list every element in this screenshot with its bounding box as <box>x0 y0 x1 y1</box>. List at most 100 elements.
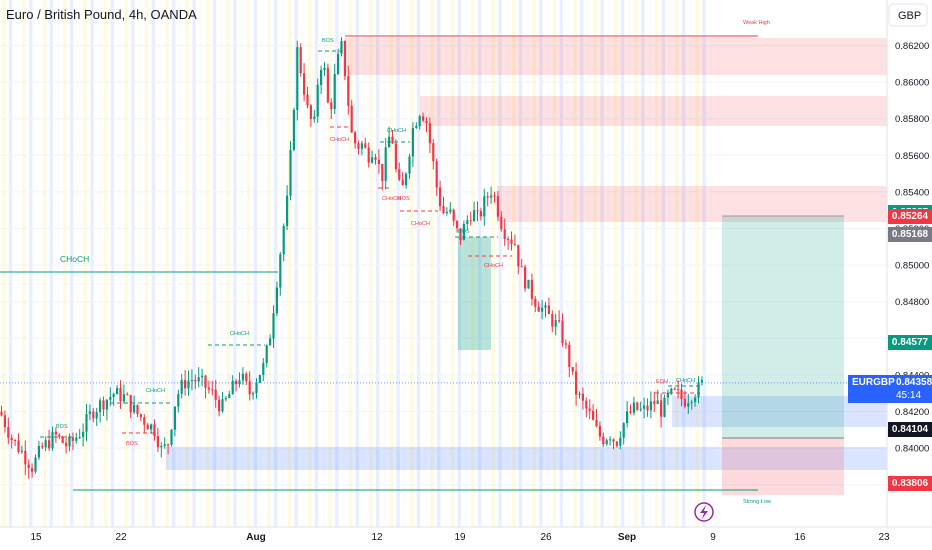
session-stripe <box>280 0 285 527</box>
candle-down <box>10 434 13 449</box>
session-stripe <box>49 0 53 527</box>
candle-down <box>660 393 663 428</box>
candle-down <box>126 392 129 396</box>
candle-down <box>343 40 346 81</box>
annotation-label: CHoCH <box>484 263 503 269</box>
session-stripe <box>627 0 631 527</box>
session-stripe <box>600 0 604 527</box>
candle-up <box>649 391 652 419</box>
currency-button[interactable]: GBP <box>898 10 922 22</box>
candle-down <box>377 149 380 174</box>
lightning-icon-bolt <box>700 505 708 519</box>
candle-down <box>71 432 74 451</box>
candle-up <box>262 358 265 382</box>
x-tick-label: 12 <box>371 532 383 543</box>
x-tick-label: Aug <box>246 532 265 543</box>
candle-down <box>537 301 540 313</box>
candle-down <box>507 236 510 250</box>
candle-up <box>82 423 85 447</box>
session-stripes <box>2 0 713 527</box>
candle-down <box>143 414 146 434</box>
candle-body <box>354 132 357 144</box>
session-stripe <box>124 0 128 527</box>
candle-body <box>238 380 241 385</box>
candle-body <box>592 410 595 420</box>
session-stripe <box>648 0 652 527</box>
candle-down <box>357 140 360 155</box>
candle-down <box>585 397 588 418</box>
session-stripe <box>437 0 441 527</box>
candle-down <box>398 162 401 182</box>
candle-body <box>187 380 190 389</box>
candle-up <box>265 344 268 368</box>
session-stripe <box>342 0 346 527</box>
annotation-label: BOS <box>322 38 334 44</box>
candle-body <box>153 424 156 437</box>
candle-up <box>241 367 244 385</box>
candle-body <box>211 389 214 391</box>
session-stripe <box>682 0 686 527</box>
session-stripe <box>559 0 563 527</box>
candle-body <box>343 40 346 77</box>
candle-up <box>697 376 700 404</box>
candle-down <box>65 435 68 454</box>
price-label-tag: 0.84104 <box>888 421 932 437</box>
candle-up <box>150 423 153 434</box>
session-stripe <box>491 0 495 527</box>
y-tick-label: 0.85600 <box>895 151 929 162</box>
session-stripe <box>199 0 203 527</box>
x-tick-label: 9 <box>710 532 716 543</box>
candle-down <box>564 339 567 349</box>
candle-body <box>697 382 700 398</box>
candle-down <box>299 43 302 77</box>
candle-up <box>418 114 421 130</box>
annotation-label: CHoCH <box>411 221 430 227</box>
candle-body <box>442 206 445 214</box>
candle-body <box>224 398 227 400</box>
candle-down <box>374 153 377 165</box>
candle-up <box>323 62 326 76</box>
candle-down <box>0 405 3 417</box>
price-label-tag: 0.85168 <box>888 226 932 242</box>
y-tick-label: 0.85400 <box>895 187 929 198</box>
y-tick-label: 0.86200 <box>895 41 929 52</box>
candle-down <box>184 370 187 396</box>
candle-up <box>177 389 180 413</box>
candle-body <box>527 279 530 289</box>
annotation-label: BOS <box>398 196 410 202</box>
candle-down <box>17 433 20 454</box>
candle-down <box>347 65 350 115</box>
candle-body <box>377 159 380 165</box>
candle-body <box>167 444 170 446</box>
lightning-icon[interactable] <box>694 502 714 522</box>
candle-down <box>306 86 309 109</box>
session-stripe <box>246 0 251 527</box>
session-stripe <box>478 0 482 527</box>
candle-body <box>432 143 435 162</box>
candle-body <box>3 415 6 428</box>
candle-body <box>364 143 367 148</box>
candle-down <box>48 430 51 451</box>
session-stripe <box>661 0 665 527</box>
fvg-zone <box>458 237 491 350</box>
candle-up <box>170 428 173 447</box>
candle-down <box>568 341 571 378</box>
session-stripe <box>355 0 359 527</box>
session-stripe <box>586 0 591 527</box>
candle-body <box>588 408 591 411</box>
candle-body <box>194 379 197 382</box>
candle-up <box>687 393 690 414</box>
candle-body <box>595 419 598 427</box>
candle-up <box>405 172 408 189</box>
symbol-price-tag: EURGBP 0.84358 45:14 <box>848 374 932 403</box>
x-tick-label: 15 <box>30 532 42 543</box>
candle-down <box>41 442 44 449</box>
candle-body <box>666 392 669 398</box>
annotation-label: CHoCH <box>382 196 401 202</box>
candle-body <box>146 424 149 430</box>
session-stripe <box>131 0 135 527</box>
candle-up <box>105 398 108 421</box>
session-stripe <box>573 0 577 527</box>
candle-body <box>340 40 343 54</box>
